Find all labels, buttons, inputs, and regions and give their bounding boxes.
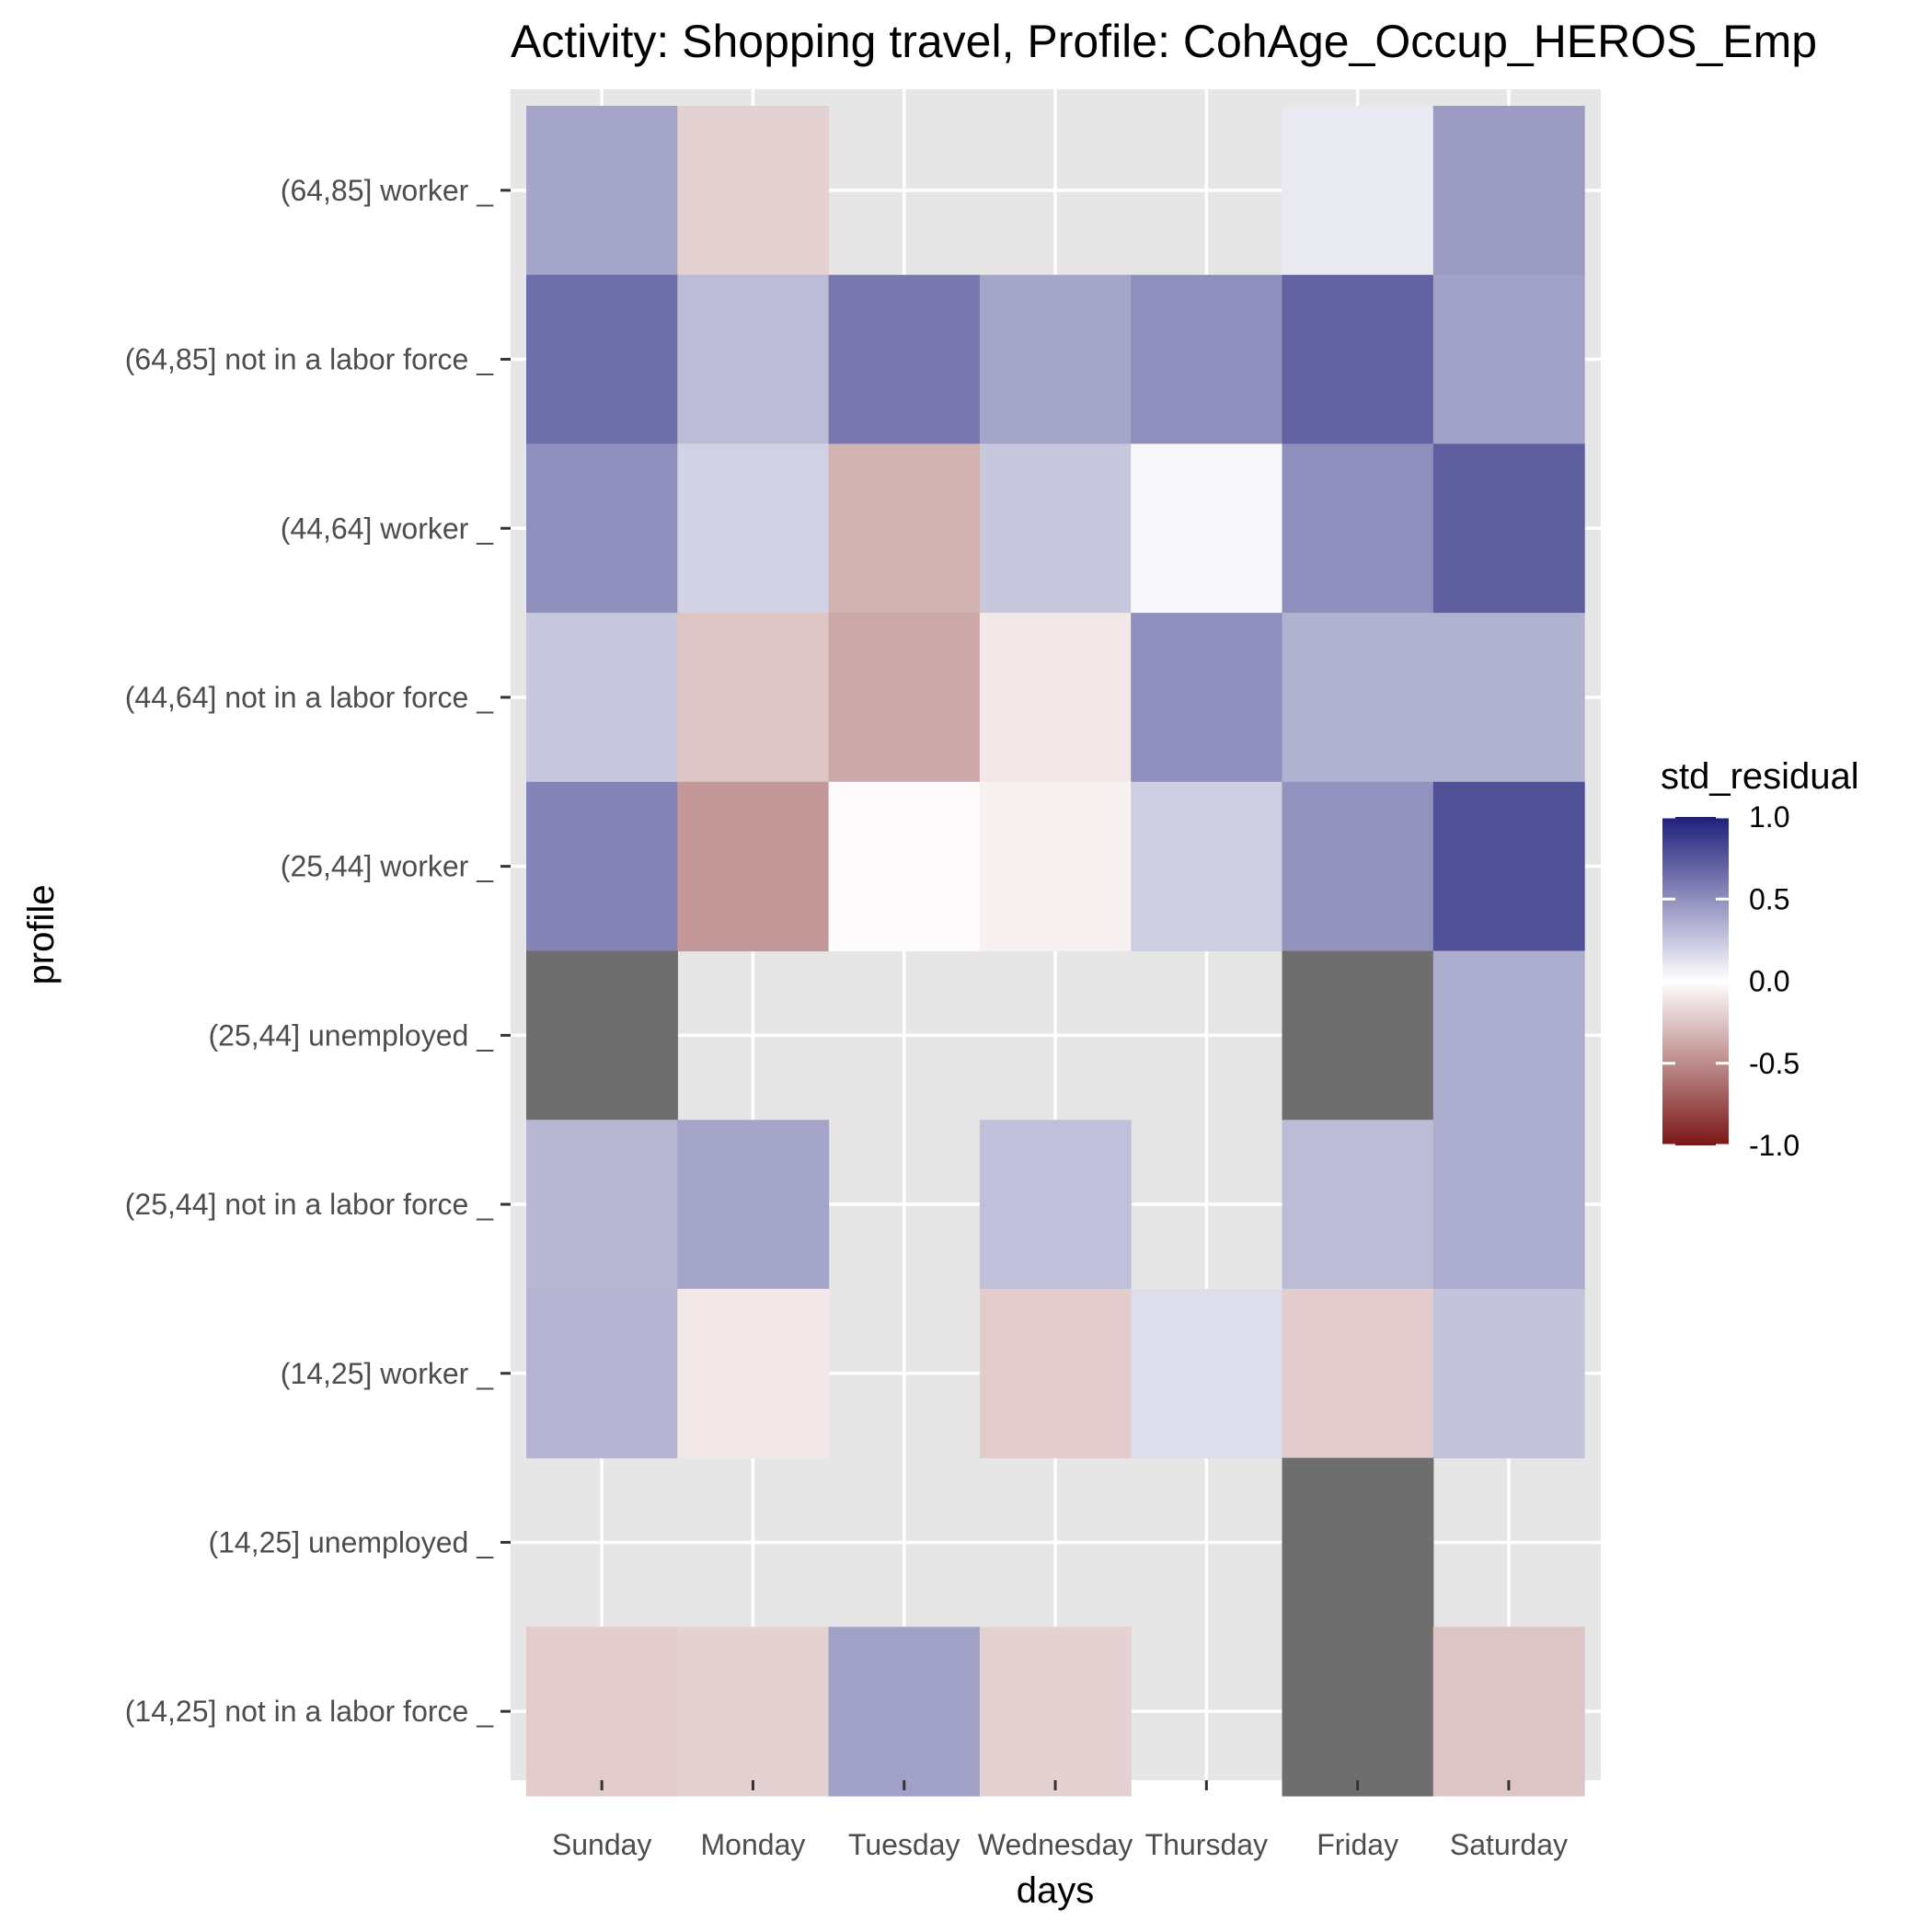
heatmap-cell-64-85-worker-sunday bbox=[526, 106, 678, 276]
heatmap-cell-25-44-worker-sunday bbox=[526, 781, 678, 952]
x-axis: Sunday Monday Tuesday Wednesday Thursday Frid… bbox=[552, 1780, 1568, 1861]
heatmap-cell-25-44-worker-thursday bbox=[1131, 781, 1283, 952]
heatmap-cell-64-85-not-in-a-labor-force-friday bbox=[1282, 274, 1434, 444]
legend-title: std_residual bbox=[1661, 756, 1859, 797]
y-tick-label-64-85-worker: (64,85] worker _ bbox=[281, 174, 494, 207]
x-tick-label-wednesday: Wednesday bbox=[978, 1828, 1133, 1861]
heatmap-cell-64-85-not-in-a-labor-force-monday bbox=[677, 274, 830, 444]
y-tick-label-64-85-not-in-a-labor-force: (64,85] not in a labor force _ bbox=[125, 343, 494, 376]
heatmap-cell-25-44-worker-friday bbox=[1282, 781, 1434, 952]
heatmap-cell-64-85-not-in-a-labor-force-saturday bbox=[1432, 274, 1585, 444]
heatmap-cell-14-25-worker-sunday bbox=[526, 1288, 678, 1459]
y-axis: (64,85] worker _ (64,85] not in a labor f… bbox=[125, 174, 511, 1728]
heatmap-cell-14-25-not-in-a-labor-force-friday bbox=[1282, 1627, 1434, 1797]
heatmap-cell-44-64-not-in-a-labor-force-monday bbox=[677, 613, 830, 783]
heatmap-cell-44-64-not-in-a-labor-force-saturday bbox=[1432, 613, 1585, 783]
y-axis-title: profile bbox=[21, 885, 62, 985]
y-tick-label-14-25-not-in-a-labor-force: (14,25] not in a labor force _ bbox=[125, 1695, 494, 1728]
heatmap-cell-14-25-worker-monday bbox=[677, 1288, 830, 1459]
y-tick-label-25-44-worker: (25,44] worker _ bbox=[281, 850, 494, 883]
heatmap-cell-64-85-worker-monday bbox=[677, 106, 830, 276]
heatmap-cell-25-44-not-in-a-labor-force-monday bbox=[677, 1120, 830, 1290]
heatmap-cell-14-25-worker-wednesday bbox=[979, 1288, 1132, 1459]
x-tick-label-thursday: Thursday bbox=[1145, 1828, 1268, 1861]
heatmap-cell-14-25-not-in-a-labor-force-monday bbox=[677, 1627, 830, 1797]
heatmap-cell-44-64-worker-wednesday bbox=[979, 443, 1132, 614]
heatmap-cell-44-64-not-in-a-labor-force-friday bbox=[1282, 613, 1434, 783]
heatmap-cell-14-25-not-in-a-labor-force-saturday bbox=[1432, 1627, 1585, 1797]
heatmap-cell-25-44-worker-monday bbox=[677, 781, 830, 952]
heatmap-cell-25-44-worker-saturday bbox=[1432, 781, 1585, 952]
heatmap-cell-64-85-worker-friday bbox=[1282, 106, 1434, 276]
heatmap-cell-64-85-not-in-a-labor-force-tuesday bbox=[828, 274, 981, 444]
heatmap-cell-64-85-not-in-a-labor-force-sunday bbox=[526, 274, 678, 444]
heatmap-cell-44-64-worker-friday bbox=[1282, 443, 1434, 614]
legend-tick-label: -1.0 bbox=[1749, 1129, 1800, 1162]
heatmap-cell-44-64-worker-monday bbox=[677, 443, 830, 614]
heatmap-cell-14-25-not-in-a-labor-force-tuesday bbox=[828, 1627, 981, 1797]
heatmap-cell-25-44-not-in-a-labor-force-sunday bbox=[526, 1120, 678, 1290]
heatmap-cell-44-64-not-in-a-labor-force-thursday bbox=[1131, 613, 1283, 783]
heatmap-cell-14-25-not-in-a-labor-force-sunday bbox=[526, 1627, 678, 1797]
y-tick-label-44-64-not-in-a-labor-force: (44,64] not in a labor force _ bbox=[125, 681, 494, 714]
heatmap-cell-25-44-not-in-a-labor-force-wednesday bbox=[979, 1120, 1132, 1290]
x-tick-label-tuesday: Tuesday bbox=[848, 1828, 960, 1861]
legend-tick-label: 0.0 bbox=[1749, 965, 1789, 998]
heatmap-cell-25-44-unemployed-saturday bbox=[1432, 950, 1585, 1121]
x-tick-label-sunday: Sunday bbox=[552, 1828, 652, 1861]
heatmap-cell-44-64-worker-thursday bbox=[1131, 443, 1283, 614]
heatmap-cells bbox=[526, 106, 1585, 1797]
heatmap-cell-25-44-worker-tuesday bbox=[828, 781, 981, 952]
legend-tick-label: 1.0 bbox=[1749, 800, 1789, 834]
heatmap-cell-64-85-not-in-a-labor-force-wednesday bbox=[979, 274, 1132, 444]
heatmap-cell-14-25-worker-friday bbox=[1282, 1288, 1434, 1459]
x-tick-label-monday: Monday bbox=[701, 1828, 806, 1861]
heatmap-cell-44-64-worker-sunday bbox=[526, 443, 678, 614]
y-tick-label-25-44-unemployed: (25,44] unemployed _ bbox=[208, 1018, 494, 1052]
heatmap-cell-14-25-not-in-a-labor-force-wednesday bbox=[979, 1627, 1132, 1797]
x-axis-title: days bbox=[1017, 1870, 1095, 1911]
heatmap-cell-25-44-worker-wednesday bbox=[979, 781, 1132, 952]
heatmap-cell-25-44-not-in-a-labor-force-saturday bbox=[1432, 1120, 1585, 1290]
heatmap-cell-44-64-worker-saturday bbox=[1432, 443, 1585, 614]
heatmap-cell-44-64-not-in-a-labor-force-sunday bbox=[526, 613, 678, 783]
chart-title: Activity: Shopping travel, Profile: CohA… bbox=[511, 16, 1817, 67]
x-tick-label-friday: Friday bbox=[1317, 1828, 1398, 1861]
heatmap-cell-25-44-unemployed-sunday bbox=[526, 950, 678, 1121]
heatmap-cell-64-85-not-in-a-labor-force-thursday bbox=[1131, 274, 1283, 444]
legend-tick-label: -0.5 bbox=[1749, 1047, 1800, 1080]
heatmap-cell-25-44-unemployed-friday bbox=[1282, 950, 1434, 1121]
legend: std_residual 1.0 0.5 0.0 -0.5 -1.0 bbox=[1661, 756, 1859, 1162]
heatmap-cell-14-25-unemployed-friday bbox=[1282, 1457, 1434, 1627]
legend-ticks: 1.0 0.5 0.0 -0.5 -1.0 bbox=[1662, 800, 1800, 1162]
heatmap-cell-44-64-worker-tuesday bbox=[828, 443, 981, 614]
heatmap-cell-64-85-worker-saturday bbox=[1432, 106, 1585, 276]
heatmap-cell-14-25-worker-thursday bbox=[1131, 1288, 1283, 1459]
y-tick-label-14-25-worker: (14,25] worker _ bbox=[281, 1357, 494, 1390]
legend-tick-label: 0.5 bbox=[1749, 882, 1789, 915]
y-tick-label-25-44-not-in-a-labor-force: (25,44] not in a labor force _ bbox=[125, 1188, 494, 1221]
heatmap-cell-44-64-not-in-a-labor-force-wednesday bbox=[979, 613, 1132, 783]
heatmap-cell-14-25-worker-saturday bbox=[1432, 1288, 1585, 1459]
y-tick-label-44-64-worker: (44,64] worker _ bbox=[281, 512, 494, 545]
x-tick-label-saturday: Saturday bbox=[1450, 1828, 1568, 1861]
y-tick-label-14-25-unemployed: (14,25] unemployed _ bbox=[208, 1525, 494, 1558]
heatmap-cell-25-44-not-in-a-labor-force-friday bbox=[1282, 1120, 1434, 1290]
heatmap-cell-44-64-not-in-a-labor-force-tuesday bbox=[828, 613, 981, 783]
